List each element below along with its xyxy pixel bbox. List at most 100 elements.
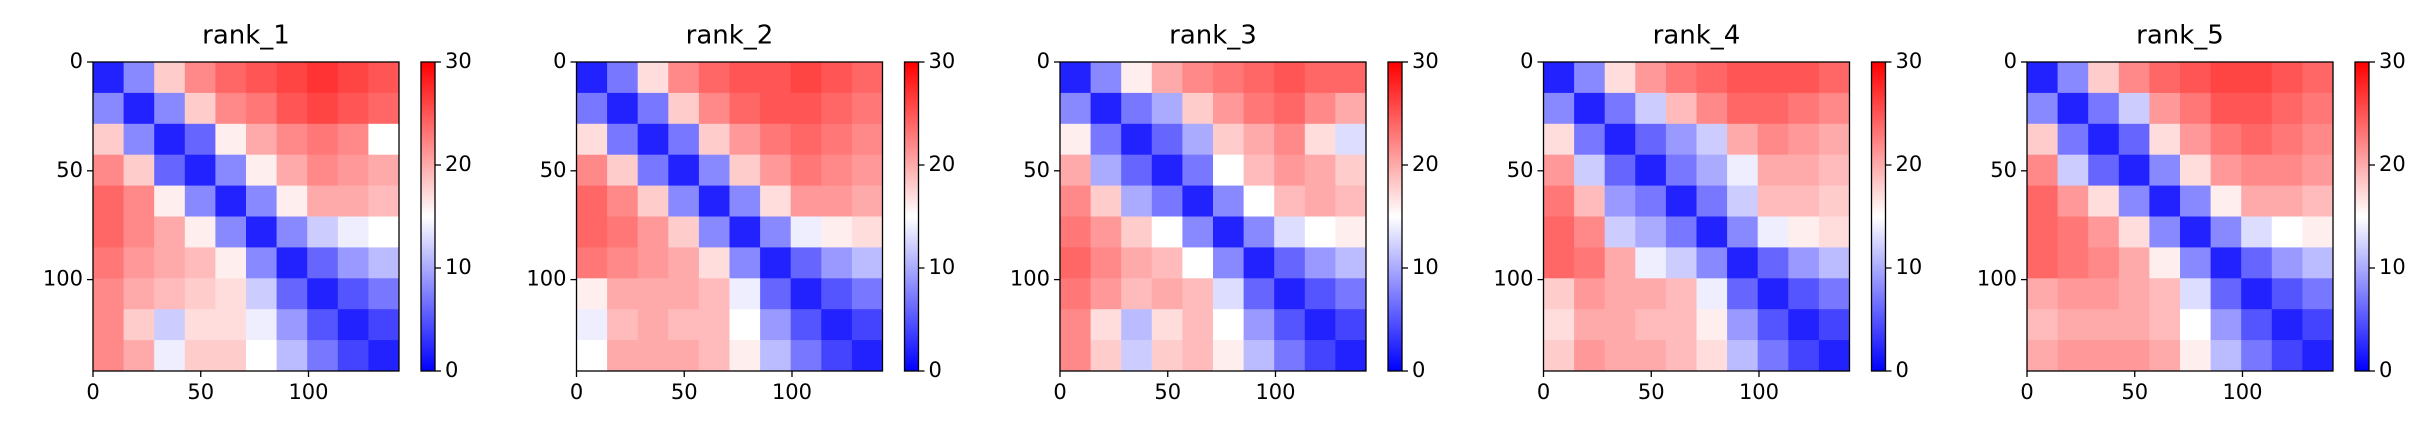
heatmap-cell bbox=[1243, 278, 1275, 310]
heatmap-cell bbox=[1274, 185, 1306, 217]
heatmap-cell bbox=[93, 62, 125, 94]
heatmap-cell bbox=[1604, 123, 1636, 156]
heatmap-cell bbox=[668, 247, 700, 279]
heatmap-cell bbox=[1574, 123, 1606, 156]
heatmap-cell bbox=[1757, 154, 1789, 187]
heatmap-cell bbox=[154, 123, 186, 156]
heatmap-cell bbox=[276, 92, 308, 125]
heatmap-cell bbox=[821, 154, 853, 187]
heatmap-cell bbox=[2241, 92, 2273, 125]
heatmap-cell bbox=[2241, 62, 2273, 94]
heatmap-cell bbox=[2302, 247, 2334, 279]
heatmap-cell bbox=[576, 185, 608, 217]
heatmap-cell bbox=[337, 216, 369, 248]
y-tick-label: 0 bbox=[1520, 49, 1533, 73]
heatmap-cell bbox=[1182, 278, 1214, 310]
chart-title: rank_3 bbox=[1169, 21, 1257, 51]
heatmap-cell bbox=[668, 62, 700, 94]
heatmap-cell bbox=[698, 123, 730, 156]
heatmap-cell bbox=[637, 216, 669, 248]
heatmap-cell bbox=[576, 247, 608, 279]
heatmap-cell bbox=[1696, 309, 1728, 341]
heatmap-cell bbox=[2271, 278, 2303, 310]
heatmap-cell bbox=[1121, 309, 1153, 341]
heatmap-cell bbox=[1213, 154, 1245, 187]
heatmap-cell bbox=[821, 185, 853, 217]
heatmap-cell bbox=[246, 247, 278, 279]
heatmap-cell bbox=[2027, 123, 2059, 156]
heatmap-cell bbox=[1696, 62, 1728, 94]
heatmap-cell bbox=[337, 185, 369, 217]
plot-frame bbox=[92, 61, 400, 372]
heatmap-cell bbox=[1696, 216, 1728, 248]
heatmap-cell bbox=[668, 123, 700, 156]
x-tick-label: 0 bbox=[1053, 380, 1066, 404]
heatmap-cell bbox=[93, 154, 125, 187]
heatmap-cell bbox=[1121, 123, 1153, 156]
heatmap-cell bbox=[2149, 309, 2181, 341]
plot-frame bbox=[575, 61, 884, 372]
chart-title: rank_1 bbox=[202, 21, 290, 51]
heatmap-cell bbox=[607, 62, 639, 94]
heatmap-cell bbox=[2180, 216, 2212, 248]
colorbar-tick-label: 10 bbox=[1896, 255, 1923, 279]
heatmap-cell bbox=[607, 247, 639, 279]
heatmap-cell bbox=[2027, 185, 2059, 217]
heatmap-cell bbox=[2271, 62, 2303, 94]
colorbar bbox=[2355, 62, 2369, 371]
colorbar-frame bbox=[1387, 61, 1403, 372]
heatmap-cell bbox=[1213, 216, 1245, 248]
heatmap-cell bbox=[1304, 185, 1336, 217]
heatmap-cell bbox=[2271, 309, 2303, 341]
heatmap-cell bbox=[2118, 185, 2150, 217]
heatmap-cell bbox=[246, 278, 278, 310]
heatmap-cell bbox=[698, 92, 730, 125]
heatmap-cell bbox=[1151, 340, 1183, 372]
colorbar-tick-label: 20 bbox=[1896, 152, 1923, 176]
heatmap-cell bbox=[368, 92, 400, 125]
heatmap-cell bbox=[668, 216, 700, 248]
x-tick-label: 0 bbox=[86, 380, 99, 404]
heatmap-cell bbox=[123, 62, 155, 94]
heatmap-cell bbox=[729, 62, 761, 94]
heatmap-cell bbox=[2180, 154, 2212, 187]
heatmap-cell bbox=[1151, 123, 1183, 156]
heatmap-cell bbox=[637, 185, 669, 217]
heatmap-cell bbox=[184, 154, 216, 187]
heatmap-cell bbox=[2241, 340, 2273, 372]
heatmap-cell bbox=[790, 62, 822, 94]
heatmap-cell bbox=[1635, 92, 1667, 125]
heatmap-cell bbox=[184, 278, 216, 310]
heatmap-cell bbox=[790, 92, 822, 125]
heatmap-cell bbox=[1304, 340, 1336, 372]
heatmap-cell bbox=[1665, 185, 1697, 217]
heatmap-cell bbox=[1696, 154, 1728, 187]
heatmap-cell bbox=[1213, 309, 1245, 341]
heatmap-cell bbox=[1121, 278, 1153, 310]
heatmap-cell bbox=[2057, 62, 2089, 94]
x-tick-label: 0 bbox=[1537, 380, 1550, 404]
heatmap-cell bbox=[1121, 62, 1153, 94]
heatmap-cell bbox=[1060, 154, 1092, 187]
colorbar-frame bbox=[2354, 61, 2370, 372]
heatmap-cell bbox=[1604, 92, 1636, 125]
heatmap-cell bbox=[851, 62, 883, 94]
heatmap-cell bbox=[276, 185, 308, 217]
heatmap-cell bbox=[276, 247, 308, 279]
heatmap-cell bbox=[729, 154, 761, 187]
heatmap-cell bbox=[1574, 92, 1606, 125]
heatmap-cell bbox=[1818, 309, 1850, 341]
heatmap-cell bbox=[1543, 247, 1575, 279]
heatmap-cell bbox=[123, 309, 155, 341]
heatmap-cell bbox=[2027, 309, 2059, 341]
heatmap-cell bbox=[93, 92, 125, 125]
heatmap-cell bbox=[1304, 309, 1336, 341]
heatmap-cell bbox=[1213, 247, 1245, 279]
heatmap-cell bbox=[698, 216, 730, 248]
heatmap-cell bbox=[2241, 185, 2273, 217]
heatmap-cell bbox=[1574, 340, 1606, 372]
y-tick-label: 100 bbox=[1493, 267, 1533, 291]
colorbar-tick-label: 0 bbox=[929, 358, 942, 382]
heatmap-cell bbox=[2149, 185, 2181, 217]
heatmap-cell bbox=[1182, 123, 1214, 156]
